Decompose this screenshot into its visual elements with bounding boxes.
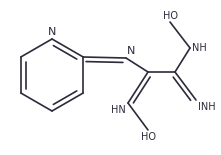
Text: HO: HO (162, 11, 177, 21)
Text: NH: NH (192, 43, 207, 53)
Text: HN: HN (111, 105, 126, 115)
Text: N: N (48, 27, 56, 37)
Text: HO: HO (141, 132, 156, 142)
Text: N: N (127, 46, 135, 56)
Text: INH: INH (198, 102, 216, 112)
